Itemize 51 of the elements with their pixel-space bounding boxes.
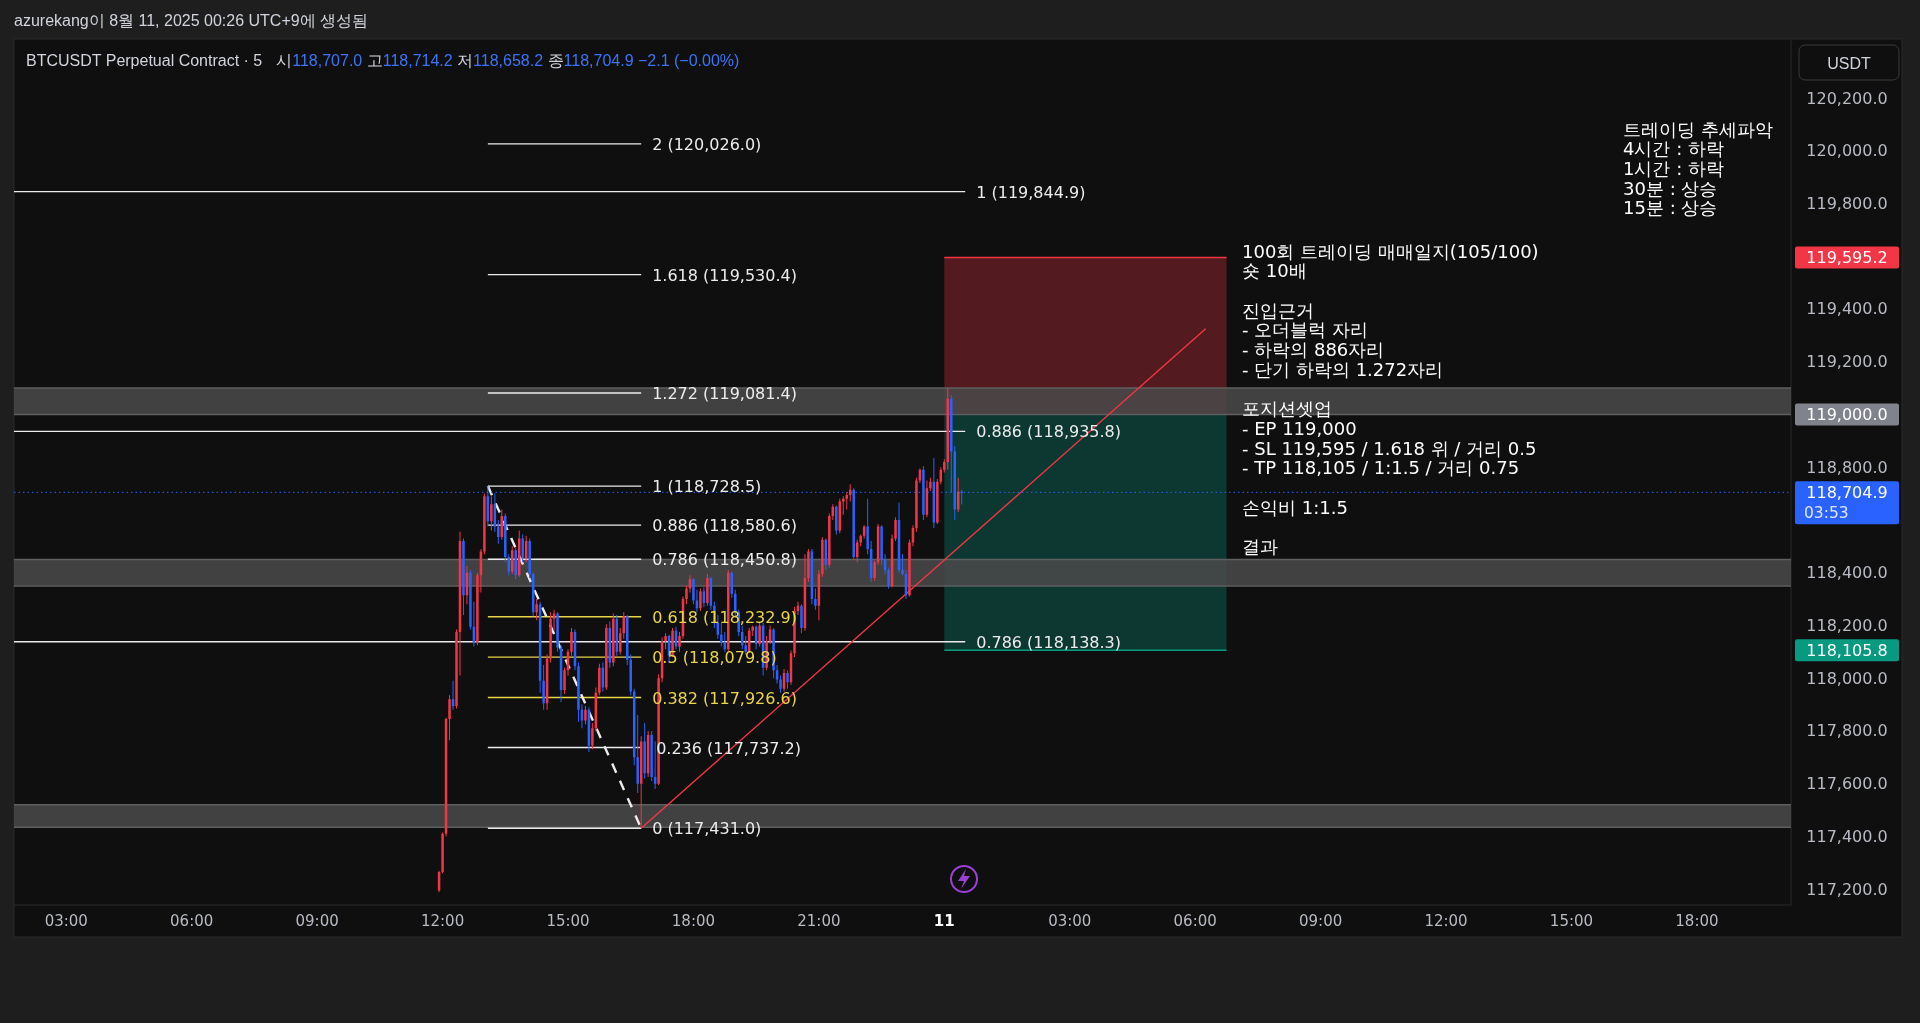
x-tick-label: 03:00 xyxy=(1048,912,1092,930)
y-tick-label: 120,000.0 xyxy=(1806,141,1888,161)
x-tick-label: 09:00 xyxy=(295,912,339,930)
y-tick-label: 117,800.0 xyxy=(1806,721,1888,741)
y-axis-title: USDT xyxy=(1827,54,1871,71)
x-tick-label: 11 xyxy=(933,912,955,930)
x-tick-label: 06:00 xyxy=(1173,912,1217,930)
y-tick-label: 119,800.0 xyxy=(1806,194,1888,214)
y-tick-label: 117,600.0 xyxy=(1806,774,1888,794)
x-tick-label: 18:00 xyxy=(1675,912,1719,930)
text: BTCUSDT Perpetual Contract · 5 xyxy=(26,51,263,69)
candlestick xyxy=(814,588,817,610)
x-tick-label: 15:00 xyxy=(546,912,590,930)
x-tick-label: 12:00 xyxy=(1424,912,1468,930)
x-tick-label: 21:00 xyxy=(797,912,841,930)
ref-line-label: 118,704.9 xyxy=(1806,482,1888,502)
y-tick-label: 118,000.0 xyxy=(1806,668,1888,688)
y-tick-label: 120,200.0 xyxy=(1806,88,1888,108)
y-tick-label: 119,400.0 xyxy=(1806,299,1888,319)
text: 시118,707.0 고118,714.2 저118,658.2 종118,704.9 −2.1 (−0.00%) xyxy=(276,51,740,69)
series-label: 0 (117,431.0) xyxy=(652,818,762,838)
series-label: 1 (118,728.5) xyxy=(652,476,762,496)
y-tick-label: 119,595.2 xyxy=(1806,248,1888,268)
series-label: 1 (119,844.9) xyxy=(976,182,1086,202)
series-label: 0.886 (118,580.6) xyxy=(652,515,797,535)
candlestick xyxy=(490,496,493,531)
y-tick-label: 118,400.0 xyxy=(1806,563,1888,583)
y-tick-label: 119,000.0 xyxy=(1806,404,1888,424)
y-tick-label: 117,400.0 xyxy=(1806,826,1888,846)
series-label: 0.786 (118,450.8) xyxy=(652,549,797,569)
y-tick-label: 119,200.0 xyxy=(1806,352,1888,372)
y-tick-label: 117,200.0 xyxy=(1806,879,1888,899)
x-tick-label: 15:00 xyxy=(1549,912,1594,930)
text: 03:53 xyxy=(1804,504,1849,523)
x-tick-label: 12:00 xyxy=(420,912,465,930)
y-tick-label: 118,200.0 xyxy=(1806,615,1888,635)
series-label: 1.618 (119,530.4) xyxy=(652,265,797,285)
y-tick-label: 118,105.8 xyxy=(1806,640,1888,660)
series-label: 1.272 (119,081.4) xyxy=(652,383,797,403)
candlestick xyxy=(535,599,538,621)
x-tick-label: 03:00 xyxy=(44,912,88,930)
text: 100회 트레이딩 매매일지(105/100) 숏 10배 진입근거 - 오더블럭 자리 - 하락의 886자리 - 단기 하락의 1.272자리 포지션셋업 - EP 119,000 - SL 119,595 / 1.618 위 / 거리 0.5 - TP 118,105 / 1:1.5 / 거리 0.75 손익비 1:1.5 결과 xyxy=(1242,240,1539,557)
x-tick-label: 06:00 xyxy=(170,912,214,930)
series-label: 2 (120,026.0) xyxy=(652,134,762,154)
x-tick-label: 18:00 xyxy=(671,912,716,930)
x-tick-label: 09:00 xyxy=(1299,912,1343,930)
text: azurekang이 8월 11, 2025 00:26 UTC+9에 생성됨 xyxy=(14,11,369,29)
series-label: 0.786 (118,138.3) xyxy=(976,632,1122,652)
candlestick xyxy=(842,496,845,515)
y-tick-label: 118,800.0 xyxy=(1806,457,1888,477)
annotation: 트레이딩 추세파악 4시간 : 하락 1시간 : 하락 30분 : 상승 15분 : 상승 xyxy=(1623,118,1773,219)
